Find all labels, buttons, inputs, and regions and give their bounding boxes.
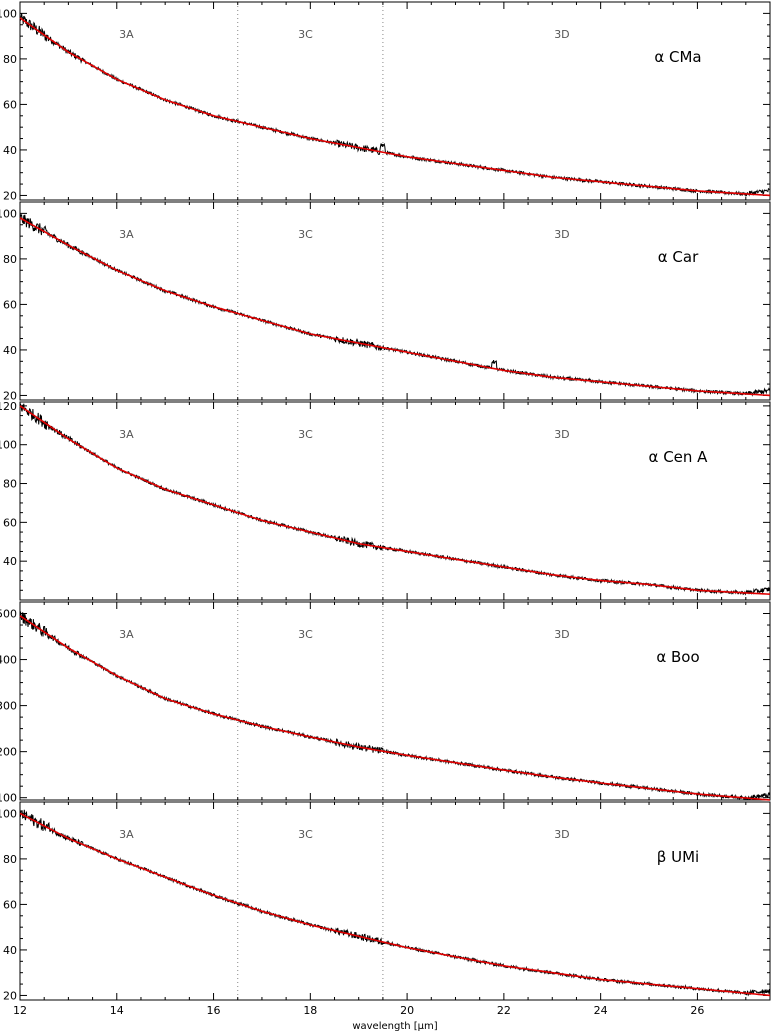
model-spectrum-line — [19, 615, 771, 801]
y-tick-label: 80 — [3, 853, 17, 866]
x-tick-label: 18 — [303, 1004, 317, 1017]
x-axis-label: wavelength [μm] — [352, 1021, 437, 1032]
star-label: α Car — [658, 248, 699, 266]
y-tick-label: 60 — [3, 98, 17, 111]
y-tick-label: 200 — [0, 746, 17, 759]
band-label-3a: 3A — [119, 828, 134, 841]
y-tick-label: 60 — [3, 298, 17, 311]
y-tick-label: 80 — [3, 478, 17, 491]
y-tick-label: 120 — [0, 400, 17, 413]
star-label: α Boo — [656, 648, 699, 666]
y-tick-label: 100 — [0, 807, 17, 820]
band-label-3d: 3D — [554, 828, 569, 841]
x-tick-label: 22 — [497, 1004, 511, 1017]
x-tick-label: 14 — [110, 1004, 124, 1017]
y-tick-label: 80 — [3, 253, 17, 266]
observed-spectrum-line — [19, 213, 771, 397]
y-tick-label: 300 — [0, 700, 17, 713]
y-tick-label: 100 — [0, 207, 17, 220]
band-label-3d: 3D — [554, 28, 569, 41]
band-label-3d: 3D — [554, 628, 569, 641]
y-tick-label: 40 — [3, 344, 17, 357]
band-label-3d: 3D — [554, 228, 569, 241]
band-label-3a: 3A — [119, 28, 134, 41]
y-tick-label: 20 — [3, 989, 17, 1002]
y-tick-label: 100 — [0, 792, 17, 805]
y-tick-label: 400 — [0, 654, 17, 667]
panel-4: 100 200 300 400 500 3A 3C 3D α Boo — [0, 601, 771, 805]
y-tick-label: 40 — [3, 144, 17, 157]
y-tick-label: 100 — [0, 439, 17, 452]
y-tick-label: 500 — [0, 608, 17, 621]
y-tick-label: 60 — [3, 898, 17, 911]
model-spectrum-line — [19, 17, 771, 197]
panel-1: 20 40 60 80 100 3A 3C 3D α CMa — [0, 1, 771, 202]
x-tick-label: 16 — [207, 1004, 221, 1017]
panel-2: 20 40 60 80 100 3A 3C 3D α Car — [0, 201, 771, 402]
band-label-3a: 3A — [119, 228, 134, 241]
panel-frame — [19, 201, 771, 401]
x-tick-label: 24 — [594, 1004, 608, 1017]
model-spectrum-line — [19, 217, 771, 397]
y-tick-label: 100 — [0, 7, 17, 20]
band-label-3c: 3C — [298, 628, 313, 641]
band-label-3c: 3C — [298, 828, 313, 841]
y-tick-label: 40 — [3, 944, 17, 957]
y-tick-label: 40 — [3, 555, 17, 568]
panel-frame — [19, 601, 771, 801]
x-tick-label: 26 — [690, 1004, 704, 1017]
panel-frame — [19, 1, 771, 201]
x-tick-label: 20 — [400, 1004, 414, 1017]
band-label-3d: 3D — [554, 428, 569, 441]
panel-frame — [19, 801, 771, 1001]
model-spectrum-line — [19, 405, 771, 595]
y-tick-label: 20 — [3, 189, 17, 202]
band-label-3c: 3C — [298, 228, 313, 241]
star-label: α CMa — [654, 48, 701, 66]
x-tick-label: 12 — [13, 1004, 27, 1017]
star-label: β UMi — [657, 848, 699, 866]
band-label-3c: 3C — [298, 428, 313, 441]
band-label-3a: 3A — [119, 428, 134, 441]
model-spectrum-line — [19, 812, 771, 997]
y-tick-label: 80 — [3, 53, 17, 66]
band-label-3c: 3C — [298, 28, 313, 41]
panel-frame — [19, 401, 771, 601]
panel-5: 20 40 60 80 100 3A 3C 3D β UMi — [0, 801, 771, 1002]
y-tick-label: 60 — [3, 516, 17, 529]
star-label: α Cen A — [649, 448, 709, 466]
panel-3: 40 60 80 100 120 3A 3C 3D α Cen A — [0, 400, 771, 601]
y-tick-label: 20 — [3, 389, 17, 402]
band-label-3a: 3A — [119, 628, 134, 641]
